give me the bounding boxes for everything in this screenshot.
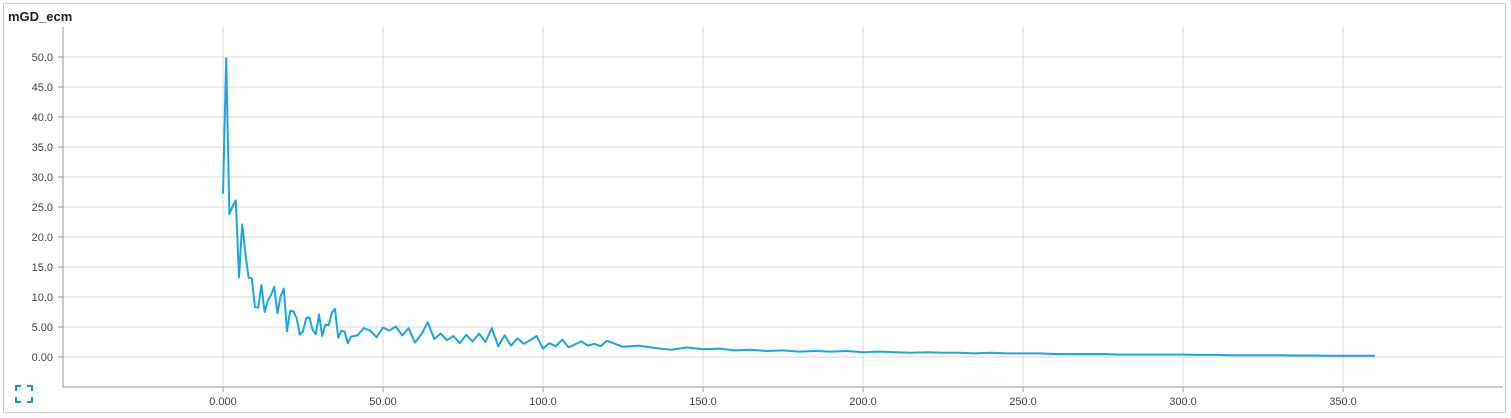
x-tick-label: 50.00 bbox=[369, 396, 397, 408]
y-tick-label: 10.0 bbox=[32, 292, 53, 304]
x-tick-label: 150.0 bbox=[689, 396, 717, 408]
y-tick-label: 45.0 bbox=[32, 82, 53, 94]
x-axis-ticks: 0.000 50.00 100.0 150.0 200.0 250.0 300.0 350.0 bbox=[209, 396, 1357, 408]
y-tick-label: 15.0 bbox=[32, 262, 53, 274]
y-tick-label: 35.0 bbox=[32, 142, 53, 154]
y-tick-label: 20.0 bbox=[32, 232, 53, 244]
y-tick-label: 30.0 bbox=[32, 172, 53, 184]
x-tick-label: 100.0 bbox=[529, 396, 557, 408]
y-tick-label: 25.0 bbox=[32, 202, 53, 214]
x-tick-label: 300.0 bbox=[1169, 396, 1197, 408]
y-tick-label: 40.0 bbox=[32, 112, 53, 124]
y-axis-ticks: 0.00 5.00 10.0 15.0 20.0 25.0 30.0 35.0 40.0 45.0… bbox=[32, 52, 53, 364]
y-tick-label: 0.00 bbox=[32, 352, 53, 364]
grid bbox=[63, 27, 1503, 387]
axes bbox=[58, 27, 1503, 392]
series-group bbox=[222, 57, 1375, 357]
x-tick-label: 250.0 bbox=[1009, 396, 1037, 408]
series-line bbox=[222, 57, 1375, 357]
chart-panel bbox=[3, 3, 1506, 413]
expand-icon[interactable] bbox=[15, 385, 33, 403]
chart-title: mGD_ecm bbox=[8, 9, 73, 24]
x-tick-label: 0.000 bbox=[209, 396, 237, 408]
x-tick-label: 350.0 bbox=[1329, 396, 1357, 408]
y-tick-label: 50.0 bbox=[32, 52, 53, 64]
x-tick-label: 200.0 bbox=[849, 396, 877, 408]
y-tick-label: 5.00 bbox=[32, 322, 53, 334]
